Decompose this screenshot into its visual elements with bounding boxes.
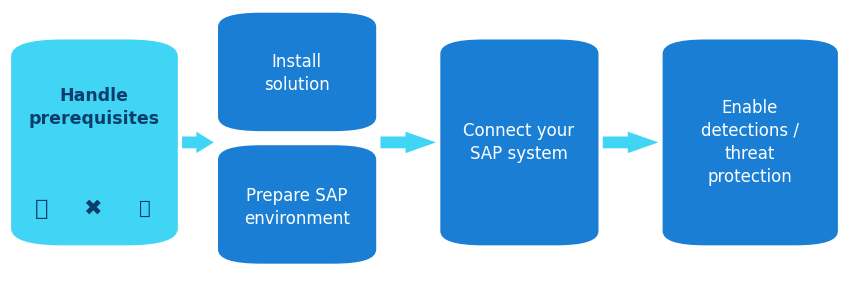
FancyBboxPatch shape	[11, 39, 178, 245]
Text: Connect your
SAP system: Connect your SAP system	[463, 122, 575, 163]
Polygon shape	[380, 132, 436, 153]
FancyBboxPatch shape	[663, 39, 838, 245]
Text: Install
solution: Install solution	[264, 53, 329, 94]
Polygon shape	[603, 132, 658, 153]
Text: 🛡: 🛡	[34, 199, 48, 219]
Text: Prepare SAP
environment: Prepare SAP environment	[244, 187, 350, 228]
Text: Handle
prerequisites: Handle prerequisites	[28, 87, 160, 128]
Polygon shape	[182, 132, 214, 153]
Text: Enable
detections /
threat
protection: Enable detections / threat protection	[701, 99, 799, 186]
FancyBboxPatch shape	[218, 145, 376, 264]
Text: ✖: ✖	[84, 199, 102, 219]
FancyBboxPatch shape	[440, 39, 598, 245]
FancyBboxPatch shape	[218, 13, 376, 131]
Text: ⛔: ⛔	[139, 199, 150, 218]
